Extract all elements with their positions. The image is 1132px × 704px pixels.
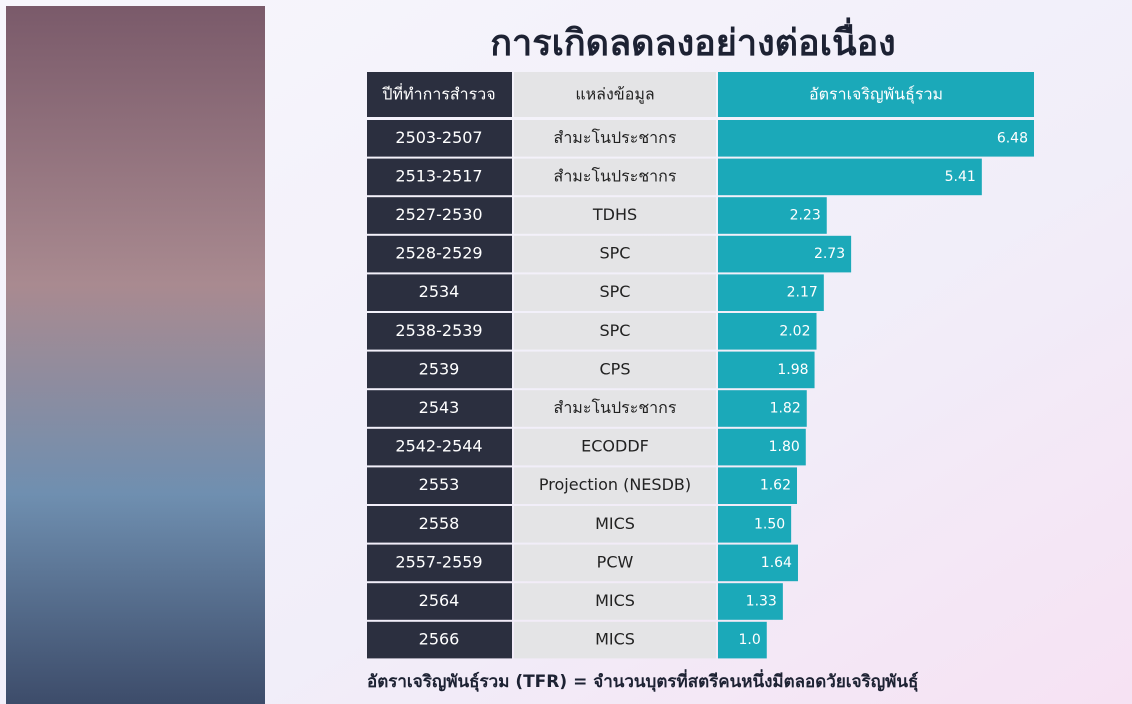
value-label: 2.73 [814,246,845,262]
bar [718,120,1034,157]
value-label: 1.98 [777,362,808,378]
source: MICS [595,514,635,533]
year: 2557-2559 [395,552,482,571]
source: TDHS [592,205,637,224]
value-label: 1.64 [761,555,792,571]
bar [718,159,982,196]
source: Projection (NESDB) [539,475,691,494]
year: 2503-2507 [395,128,482,147]
source: SPC [600,282,631,301]
value-label: 1.62 [760,478,791,494]
value-label: 2.17 [787,285,818,301]
value-label: 1.33 [746,594,777,610]
source: SPC [600,321,631,340]
source: SPC [600,244,631,263]
value-label: 1.80 [769,439,800,455]
year: 2528-2529 [395,244,482,263]
page: {"chart_data": {"type": "bar", "orientat… [0,0,1132,704]
year: 2534 [419,282,460,301]
value-label: 2.02 [779,323,810,339]
footnote: อัตราเจริญพันธุ์รวม (TFR) = จำนวนบุตรที่… [367,669,918,692]
source: PCW [597,552,634,571]
photo [6,6,265,704]
column-header: ปีที่ทำการสำรวจ [382,83,496,104]
title: การเกิดลดลงอย่างต่อเนื่อง [490,17,896,64]
source: MICS [595,630,635,649]
year: 2543 [419,398,460,417]
value-label: 1.82 [770,401,801,417]
slide: การเกิดลดลงอย่างต่อเนื่อง ปีที่ทำการสำรว… [0,0,1132,704]
column-header: อัตราเจริญพันธุ์รวม [809,85,943,105]
year: 2539 [419,359,460,378]
year: 2558 [419,514,460,533]
year: 2553 [419,475,460,494]
year: 2513-2517 [395,166,482,185]
source: สำมะโนประชากร [554,166,677,185]
source: สำมะโนประชากร [554,128,677,147]
source: สำมะโนประชากร [554,398,677,417]
year: 2527-2530 [395,205,482,224]
value-label: 5.41 [945,169,976,185]
source: MICS [595,591,635,610]
source: ECODDF [581,437,649,456]
year: 2538-2539 [395,321,482,340]
year: 2542-2544 [395,437,482,456]
value-label: 6.48 [997,130,1028,146]
value-label: 1.50 [754,516,785,532]
value-label: 1.0 [738,632,760,648]
column-header: แหล่งข้อมูล [575,85,654,105]
source: CPS [600,359,631,378]
year: 2564 [419,591,460,610]
year: 2566 [419,630,460,649]
value-label: 2.23 [790,208,821,224]
